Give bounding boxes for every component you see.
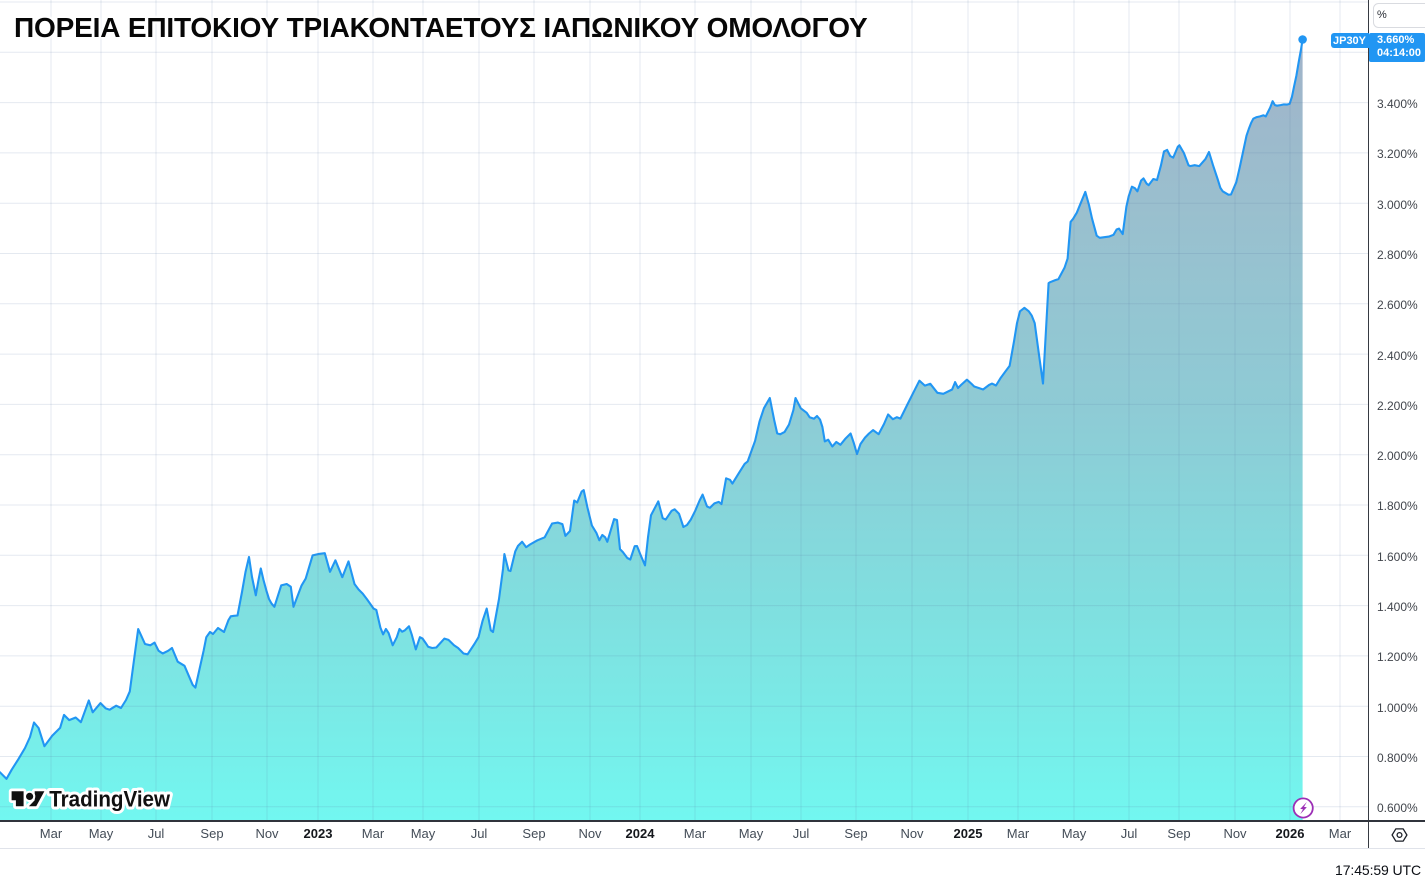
svg-text:TradingView: TradingView [49,786,170,811]
svg-text:TradingView: TradingView [49,786,170,811]
